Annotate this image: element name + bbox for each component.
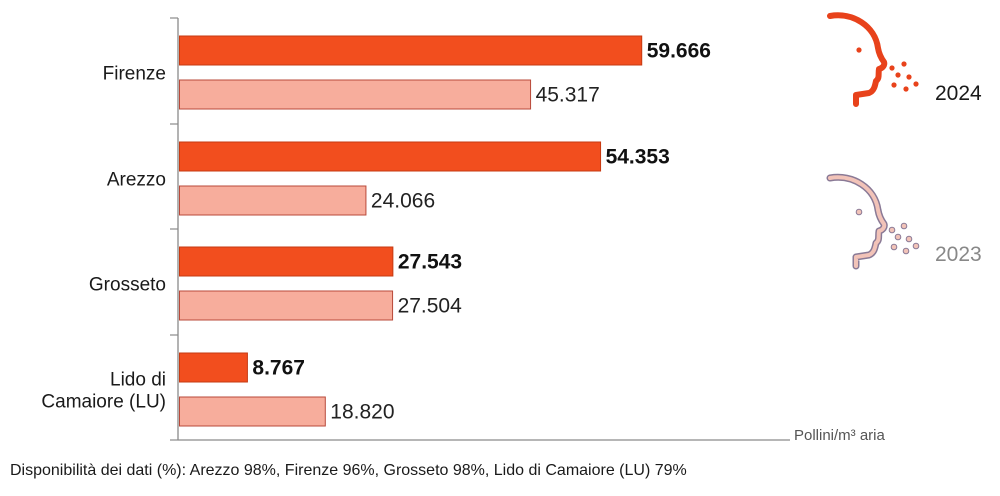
bar-2023	[179, 185, 367, 216]
bar-2024	[179, 352, 248, 383]
x-unit-label: Pollini/m³ aria	[794, 427, 886, 444]
bar-2023	[179, 79, 532, 110]
bar-value-label-2023: 27.504	[398, 295, 463, 318]
bar-2024	[179, 141, 602, 172]
data-availability-note: Disponibilità dei dati (%): Arezzo 98%, …	[10, 462, 687, 479]
legend-2023-label: 2023	[935, 243, 982, 266]
legend-2023-icon	[826, 173, 920, 270]
legend-2024-icon	[827, 12, 919, 107]
bar-chart: Pollini/m³ aria 59.666 45.317 54.353 24.066…	[41, 12, 982, 444]
category-label: Lido di	[110, 370, 166, 391]
category-label: Arezzo	[107, 170, 166, 191]
bar-value-label-2024: 59.666	[647, 40, 711, 63]
bars-group: 59.666 45.317 54.353 24.066 27.543 27.504 8.76…	[170, 17, 711, 441]
bar-value-label-2024: 54.353	[606, 146, 670, 169]
bar-value-label-2024: 8.767	[252, 357, 305, 380]
category-label: Grosseto	[89, 275, 166, 296]
category-label: Camaiore (LU)	[41, 392, 166, 413]
bar-2024	[179, 246, 394, 277]
bar-2023	[179, 290, 394, 321]
category-label: Firenze	[103, 64, 166, 85]
bar-2024	[179, 35, 643, 66]
bar-value-label-2023: 45.317	[536, 84, 600, 107]
bar-value-label-2023: 18.820	[330, 401, 394, 424]
legend-2024-label: 2024	[935, 82, 982, 105]
bar-value-label-2024: 27.543	[398, 251, 462, 274]
bar-2023	[179, 396, 326, 427]
bar-value-label-2023: 24.066	[371, 190, 435, 213]
